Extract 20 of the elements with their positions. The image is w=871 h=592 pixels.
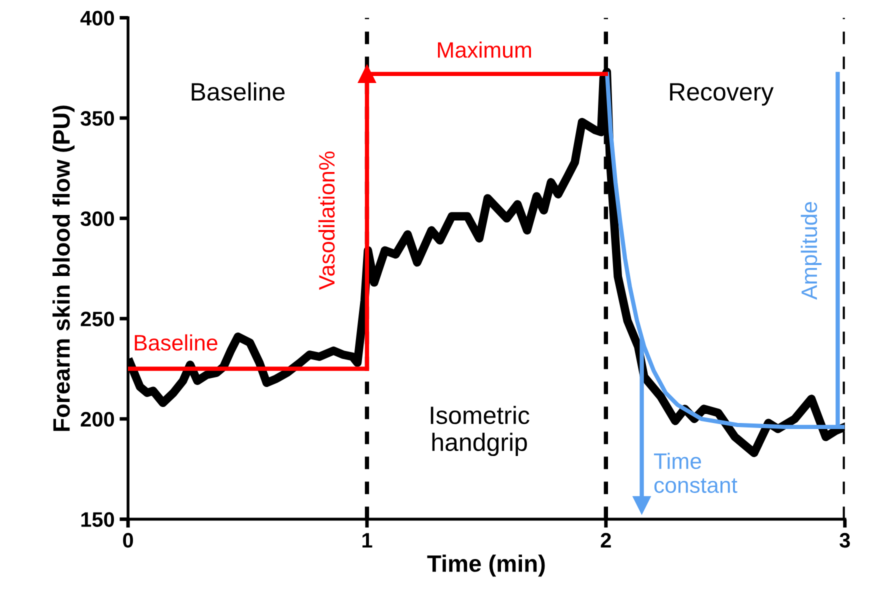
y-axis-title: Forearm skin blood flow (PU) bbox=[52, 106, 75, 431]
y-tick-label: 300 bbox=[80, 211, 114, 226]
x-tick-label: 3 bbox=[840, 532, 850, 548]
annotation: Baseline bbox=[192, 82, 285, 101]
y-tick-label: 350 bbox=[80, 111, 114, 126]
x-tick-label: 1 bbox=[362, 533, 372, 548]
y-tick-label: 250 bbox=[80, 312, 114, 326]
x-tick-label: 0 bbox=[123, 532, 133, 548]
annotation: Baseline bbox=[134, 334, 218, 351]
annotation: Time constant bbox=[654, 452, 738, 493]
y-tick-label: 200 bbox=[80, 412, 114, 427]
annotation: Isometric handgrip bbox=[430, 406, 530, 456]
x-tick-label: 2 bbox=[600, 532, 611, 548]
y-tick-label: 400 bbox=[80, 10, 114, 26]
annotation: Vasodilation% bbox=[318, 152, 335, 290]
annotation: Maximum bbox=[438, 42, 531, 58]
annotation: Recovery bbox=[670, 83, 774, 106]
y-tick-label: 150 bbox=[81, 512, 114, 527]
annotation: Amplitude bbox=[800, 202, 822, 300]
x-axis-title: Time (min) bbox=[427, 554, 545, 577]
